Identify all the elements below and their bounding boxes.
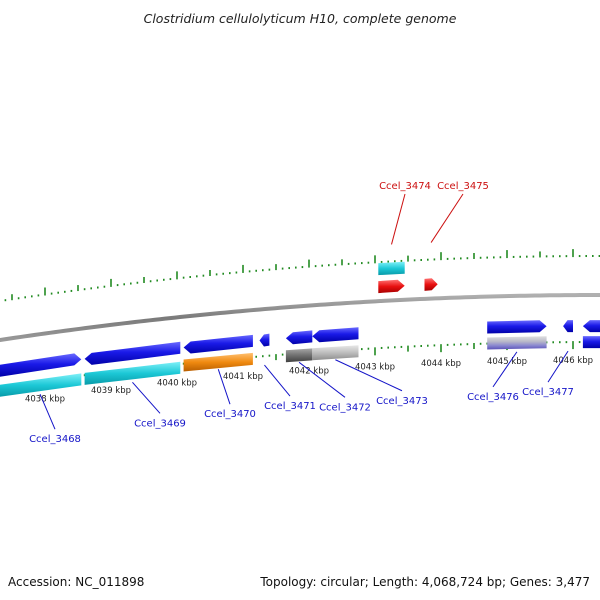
leader-line	[430, 193, 464, 243]
leader-line	[335, 359, 403, 392]
gene-label: Ccel_3473	[376, 396, 428, 407]
gene-label: Ccel_3476	[467, 392, 519, 403]
gene-ccel-3468	[0, 353, 82, 377]
scale-label: 4045 kbp	[487, 357, 527, 367]
leader-line	[264, 364, 291, 397]
genome-backbone	[0, 293, 600, 343]
gene-label: Ccel_3477	[522, 387, 574, 398]
leader-line	[547, 350, 569, 383]
gene-ccel-3471	[259, 333, 270, 347]
gene-ccel-3469-track	[84, 361, 181, 385]
scale-label: 4041 kbp	[223, 372, 263, 382]
leader-line	[132, 381, 161, 414]
gene-features	[0, 261, 600, 397]
gene-label: Ccel_3472	[319, 402, 371, 413]
gene-ccel-3477	[563, 320, 573, 333]
gene-label: Ccel_3468	[29, 434, 81, 445]
leader-line	[391, 193, 406, 245]
scale-label: 4044 kbp	[421, 359, 461, 369]
scale-label: 4039 kbp	[91, 386, 131, 396]
leader-line	[39, 393, 56, 430]
accession-text: Accession: NC_011898	[8, 575, 144, 589]
gene-ccel-3468-track	[0, 373, 82, 397]
scale-labels: 4038 kbp 4039 kbp 4040 kbp 4041 kbp 4042 kbp…	[25, 356, 593, 404]
gene-label: Ccel_3474	[379, 181, 431, 192]
gene-ccel-3473	[312, 327, 359, 343]
scale-label: 4042 kbp	[289, 367, 329, 377]
gene-ccel-3476-track	[487, 336, 547, 350]
gene-ccel-3473-track	[312, 345, 359, 361]
leader-line	[492, 351, 518, 388]
leader-line	[217, 369, 231, 405]
scale-label: 4046 kbp	[553, 356, 593, 366]
leader-line	[298, 361, 346, 398]
gene-ccel-3470-track	[183, 352, 253, 372]
scale-label: 4043 kbp	[355, 362, 395, 372]
topology-summary: Topology: circular; Length: 4,068,724 bp…	[259, 575, 590, 589]
map-title: Clostridium cellulolyticum H10, complete…	[144, 11, 457, 26]
gene-label: Ccel_3470	[204, 409, 256, 420]
scale-label: 4038 kbp	[25, 395, 65, 405]
gene-ccel-3472	[285, 330, 313, 345]
gene-continuation-track	[582, 336, 600, 349]
gene-continuation	[582, 320, 600, 333]
gene-label: Ccel_3469	[134, 418, 186, 429]
gene-ccel-3469	[84, 341, 181, 365]
gene-ccel-3475	[424, 278, 438, 291]
gene-ccel-3470	[183, 334, 253, 354]
gene-label: Ccel_3475	[437, 181, 489, 192]
gene-ccel-3476	[487, 320, 547, 334]
gene-label: Ccel_3471	[264, 401, 316, 412]
scale-label: 4040 kbp	[157, 378, 197, 388]
gene-ccel-3474-track	[378, 261, 405, 276]
gene-ccel-3474	[378, 279, 405, 294]
gene-ccel-3472-track	[285, 348, 313, 363]
